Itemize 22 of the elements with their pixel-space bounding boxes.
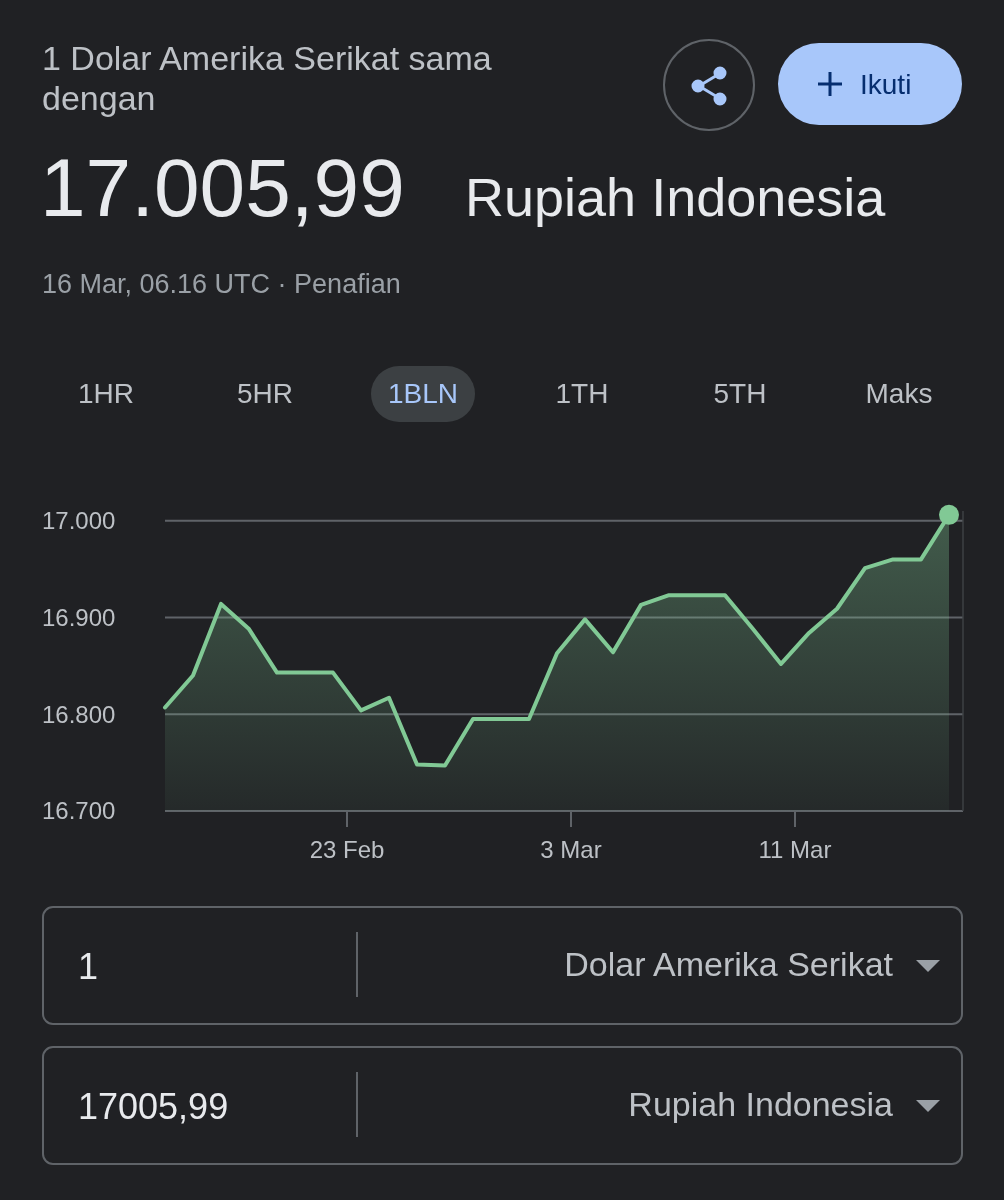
chart-title: 1 Dolar Amerika Serikat sama dengan: [42, 39, 492, 117]
text: 17005,99: [78, 1086, 229, 1127]
x-tick-label: 3 Mar: [540, 836, 602, 863]
y-tick-label: 16.800: [42, 700, 116, 728]
x-tick-label: 23 Feb: [309, 836, 385, 863]
x-tick-label: 11 Mar: [758, 836, 832, 863]
text: 16 Mar, 06.16 UTC · Penafian: [42, 269, 401, 299]
text: 5HR: [236, 378, 294, 409]
y-tick-label: 16.700: [42, 797, 116, 825]
y-tick-label: 17.000: [42, 507, 116, 535]
text: 1HR: [77, 378, 135, 409]
text: Maks: [865, 378, 933, 409]
y-tick-label: 16.900: [42, 603, 116, 631]
text: Dolar Amerika Serikat: [564, 945, 894, 983]
text: Ikuti: [860, 69, 912, 100]
text: Rupiah Indonesia: [628, 1085, 894, 1123]
text: 17.005,99: [40, 142, 405, 233]
text: 1BLN: [387, 378, 459, 409]
text: 1TH: [555, 378, 609, 409]
text: 1: [78, 946, 99, 987]
text: Rupiah Indonesia: [465, 167, 887, 227]
text: 5TH: [713, 378, 767, 409]
